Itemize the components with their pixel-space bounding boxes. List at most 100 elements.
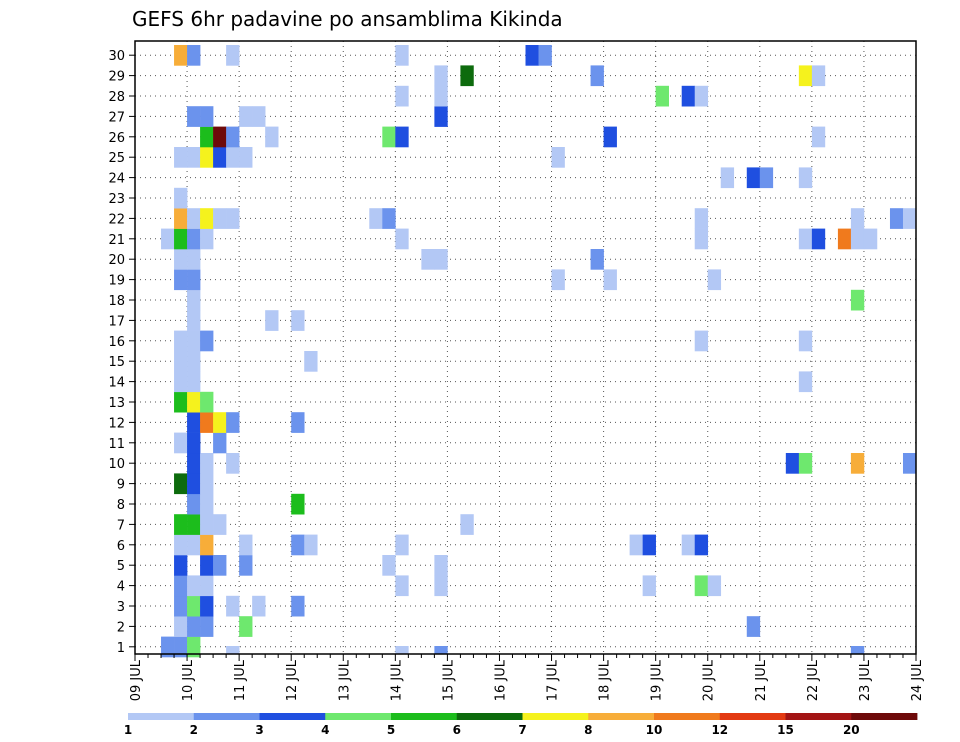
y-tick-label: 12 [108,416,125,431]
y-tick-label: 19 [108,274,125,289]
heatmap-cell [239,106,253,127]
heatmap-cell [304,534,318,556]
colorbar-segment [851,713,918,720]
x-tick-label: 11 JUL [233,659,248,701]
heatmap-cell [187,330,201,352]
heatmap-cell [200,208,214,229]
heatmap-cell [187,371,201,393]
heatmap-cell [174,636,188,658]
y-tick-label: 2 [117,620,125,635]
heatmap-cell [252,106,266,127]
heatmap-cell [603,269,617,291]
heatmap-cell [850,228,865,250]
y-tick-label: 10 [108,457,125,472]
heatmap-cell [239,616,253,637]
colorbar-segment [193,713,260,720]
heatmap-cell [187,228,201,250]
y-tick-label: 9 [117,478,125,493]
heatmap-cell [694,534,709,556]
x-tick-label: 10 JUL [181,659,196,701]
heatmap-cell [434,575,448,597]
heatmap-cell [187,310,201,331]
colorbar-label: 8 [584,723,592,737]
heatmap-cell [187,269,201,291]
heatmap-cell [746,616,761,637]
y-tick-label: 17 [108,314,125,329]
heatmap-cell [174,330,188,352]
heatmap-cell [187,208,201,229]
colorbar-segment [719,713,786,720]
y-tick-label: 25 [108,151,125,166]
x-tick-label: 14 JUL [389,659,404,701]
heatmap-cell [174,616,188,637]
heatmap-cell [200,555,214,576]
heatmap-cell [655,85,669,107]
heatmap-cell [850,453,865,474]
heatmap-cell [902,453,917,474]
heatmap-cell [174,575,188,597]
heatmap-cell [187,514,201,535]
heatmap-cell [382,208,396,229]
heatmap-cell [226,595,240,617]
heatmap-cell [694,208,709,229]
heatmap-cell [707,575,722,597]
y-tick-label: 1 [117,641,125,656]
y-tick-label: 14 [108,376,125,391]
colorbar-label: 12 [711,723,728,737]
heatmap-cell [187,412,201,433]
heatmap-cell [200,616,214,637]
heatmap-cell [187,473,201,495]
heatmap-cell [265,126,279,148]
y-tick-label: 15 [108,355,125,370]
heatmap-cell [395,126,409,148]
heatmap-cell [460,65,474,87]
colorbar-label: 6 [453,723,461,737]
heatmap-cell [174,534,188,556]
colorbar-label: 7 [518,723,526,737]
heatmap-cell [395,85,409,107]
heatmap-cell [161,228,175,250]
colorbar-label: 3 [255,723,263,737]
heatmap-cell [239,147,253,168]
colorbar-label: 2 [190,723,198,737]
heatmap-cell [174,208,188,229]
heatmap-cell [213,412,227,433]
heatmap-cell [798,167,813,189]
heatmap-cell [694,575,709,597]
x-tick-label: 15 JUL [441,659,456,701]
heatmap-cell [694,330,709,352]
heatmap-cell [174,555,188,576]
heatmap-cell [239,555,253,576]
heatmap-cell [187,595,201,617]
heatmap-cell [174,473,188,495]
heatmap-cell [798,65,813,87]
heatmap-cell [187,636,201,658]
heatmap-cell [681,85,696,107]
colorbar-segment [522,713,589,720]
y-tick-label: 21 [108,233,125,248]
heatmap-cell [200,453,214,474]
y-tick-label: 8 [117,498,125,513]
y-tick-label: 18 [108,294,125,309]
heatmap-cell [798,330,813,352]
heatmap-cell [694,85,709,107]
colorbar-segment [785,713,852,720]
y-tick-label: 20 [108,253,125,268]
x-tick-label: 18 JUL [598,659,613,701]
colorbar: 1 2 3 4 5 6 7 8 10 12 15 20 [124,713,918,737]
heatmap-cell [811,126,826,148]
heatmap-cell [291,595,305,617]
heatmap-cell [434,106,448,127]
heatmap-cell [460,514,474,535]
heatmap-cell [759,167,774,189]
heatmap-cell [200,473,214,495]
y-tick-label: 3 [117,600,125,615]
colorbar-label: 4 [321,723,329,737]
heatmap-cell [200,147,214,168]
heatmap-cell [850,646,865,654]
y-tick-label: 6 [117,539,125,554]
heatmap-cell [200,493,214,515]
heatmap-cell [200,514,214,535]
heatmap-cell [434,555,448,576]
heatmap-cell [798,453,813,474]
